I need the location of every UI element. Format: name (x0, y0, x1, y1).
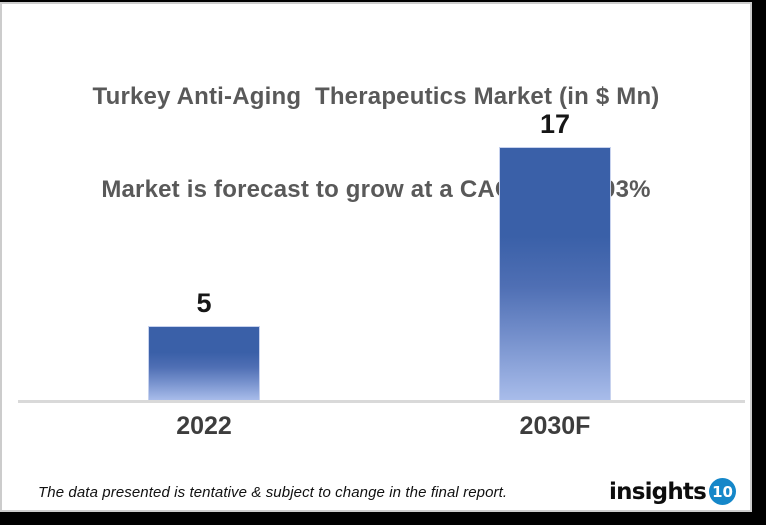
plot-area: 5 17 2022 2030F (2, 4, 750, 510)
insights10-logo: insights 10 (609, 478, 736, 505)
chart-card: Turkey Anti-Aging Therapeutics Market (i… (0, 2, 752, 512)
x-axis-label-2022: 2022 (176, 412, 232, 440)
disclaimer-text: The data presented is tentative & subjec… (38, 484, 508, 501)
x-axis-line (18, 400, 745, 403)
bar-group-2022: 5 (148, 4, 260, 400)
bar-value-label-2030f: 17 (539, 109, 571, 139)
logo-badge-10: 10 (709, 478, 736, 505)
bar-value-label-2022: 5 (196, 288, 212, 318)
x-axis-label-2030f: 2030F (519, 412, 591, 440)
bar-fill-2030f (499, 147, 611, 400)
chart-title-line1: Turkey Anti-Aging Therapeutics Market (i… (92, 83, 660, 110)
bar-fill-2022 (148, 326, 260, 400)
bar-group-2030f: 17 (499, 4, 611, 400)
logo-text: insights (609, 478, 707, 505)
